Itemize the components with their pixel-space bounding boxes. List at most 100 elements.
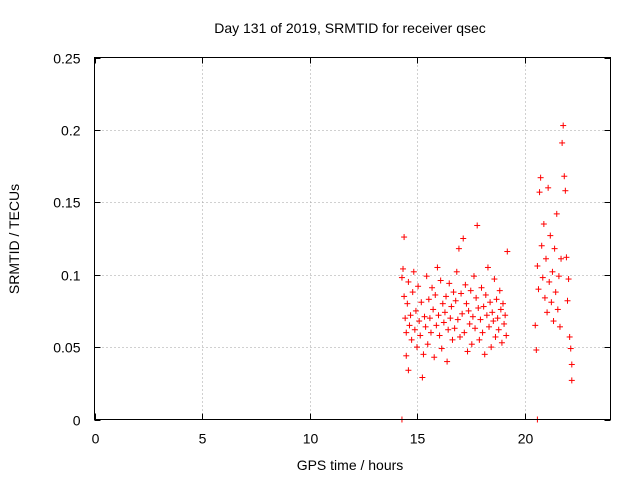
data-point <box>416 318 423 325</box>
data-point <box>418 299 425 306</box>
data-point <box>472 325 479 332</box>
data-point <box>405 367 412 374</box>
data-point <box>430 306 437 313</box>
data-point <box>547 232 554 239</box>
data-point <box>423 273 430 280</box>
data-point <box>541 294 548 301</box>
data-point <box>556 323 563 330</box>
data-point <box>434 264 441 271</box>
data-point <box>493 296 500 303</box>
y-tick-label: 0.15 <box>53 195 80 211</box>
data-point <box>408 336 415 343</box>
data-point <box>559 139 566 146</box>
data-point <box>551 245 558 252</box>
data-point <box>443 293 450 300</box>
data-point <box>463 300 470 307</box>
axis-tick-labels: 0 5 10 15 20 0 0.05 0.1 0.15 0.2 0.25 <box>53 51 533 447</box>
data-point <box>544 309 551 316</box>
data-point <box>536 189 543 196</box>
data-point <box>401 293 408 300</box>
data-point <box>446 280 453 287</box>
data-point <box>470 273 477 280</box>
data-point <box>496 287 503 294</box>
x-tick-label: 5 <box>199 431 207 447</box>
data-point <box>420 351 427 358</box>
data-point <box>498 339 505 346</box>
data-point <box>459 310 466 317</box>
data-point <box>495 326 502 333</box>
y-tick-label: 0 <box>73 413 81 429</box>
data-point <box>404 300 411 307</box>
data-point <box>458 290 465 297</box>
data-point <box>455 245 462 252</box>
data-point <box>475 305 482 312</box>
y-tick-label: 0.2 <box>61 123 81 139</box>
data-point <box>467 287 474 294</box>
data-point <box>439 300 446 307</box>
data-point <box>478 284 485 291</box>
data-point <box>460 235 467 242</box>
data-point <box>490 318 497 325</box>
data-point <box>554 306 561 313</box>
data-point <box>548 299 555 306</box>
grid <box>94 57 611 420</box>
data-point <box>503 332 510 339</box>
data-point <box>484 264 491 271</box>
data-point <box>424 341 431 348</box>
data-point <box>469 313 476 320</box>
x-tick-label: 10 <box>303 431 319 447</box>
x-tick-label: 15 <box>410 431 426 447</box>
y-axis-label: SRMTID / TECUs <box>6 184 22 294</box>
data-point <box>477 316 484 323</box>
data-point <box>550 318 557 325</box>
data-point <box>504 248 511 255</box>
data-point <box>466 320 473 327</box>
data-point <box>494 315 501 322</box>
data-point <box>415 283 422 290</box>
data-point <box>538 242 545 249</box>
data-points <box>398 122 575 423</box>
plot-frame <box>94 57 611 420</box>
data-point <box>489 309 496 316</box>
data-point <box>540 221 547 228</box>
data-point <box>474 222 481 229</box>
data-point <box>545 184 552 191</box>
data-point <box>564 297 571 304</box>
data-point <box>438 345 445 352</box>
y-tick-label: 0.05 <box>53 340 80 356</box>
data-point <box>568 377 575 384</box>
data-point <box>464 348 471 355</box>
data-point <box>445 326 452 333</box>
data-point <box>488 344 495 351</box>
data-point <box>451 325 458 332</box>
data-point <box>558 255 565 262</box>
data-point <box>501 320 508 327</box>
data-point <box>500 300 506 307</box>
data-point <box>447 315 454 322</box>
data-point <box>468 341 475 348</box>
data-point <box>549 268 556 275</box>
data-point <box>457 333 463 340</box>
data-point <box>422 323 429 330</box>
data-point <box>427 329 434 336</box>
data-point <box>426 315 433 322</box>
data-point <box>553 210 560 217</box>
data-point <box>437 277 444 284</box>
data-point <box>435 312 442 319</box>
data-point <box>436 332 443 339</box>
data-point <box>403 352 410 359</box>
data-point <box>563 254 570 261</box>
data-point <box>448 303 455 310</box>
data-point <box>403 329 410 336</box>
data-point <box>433 322 440 329</box>
data-point <box>502 312 509 319</box>
x-axis-label: GPS time / hours <box>297 457 404 473</box>
data-point <box>476 336 483 343</box>
data-point <box>432 291 439 298</box>
data-point <box>497 306 504 313</box>
data-point <box>534 263 541 270</box>
data-point <box>487 299 494 306</box>
data-point <box>462 281 469 288</box>
y-tick-label: 0.25 <box>53 51 80 67</box>
